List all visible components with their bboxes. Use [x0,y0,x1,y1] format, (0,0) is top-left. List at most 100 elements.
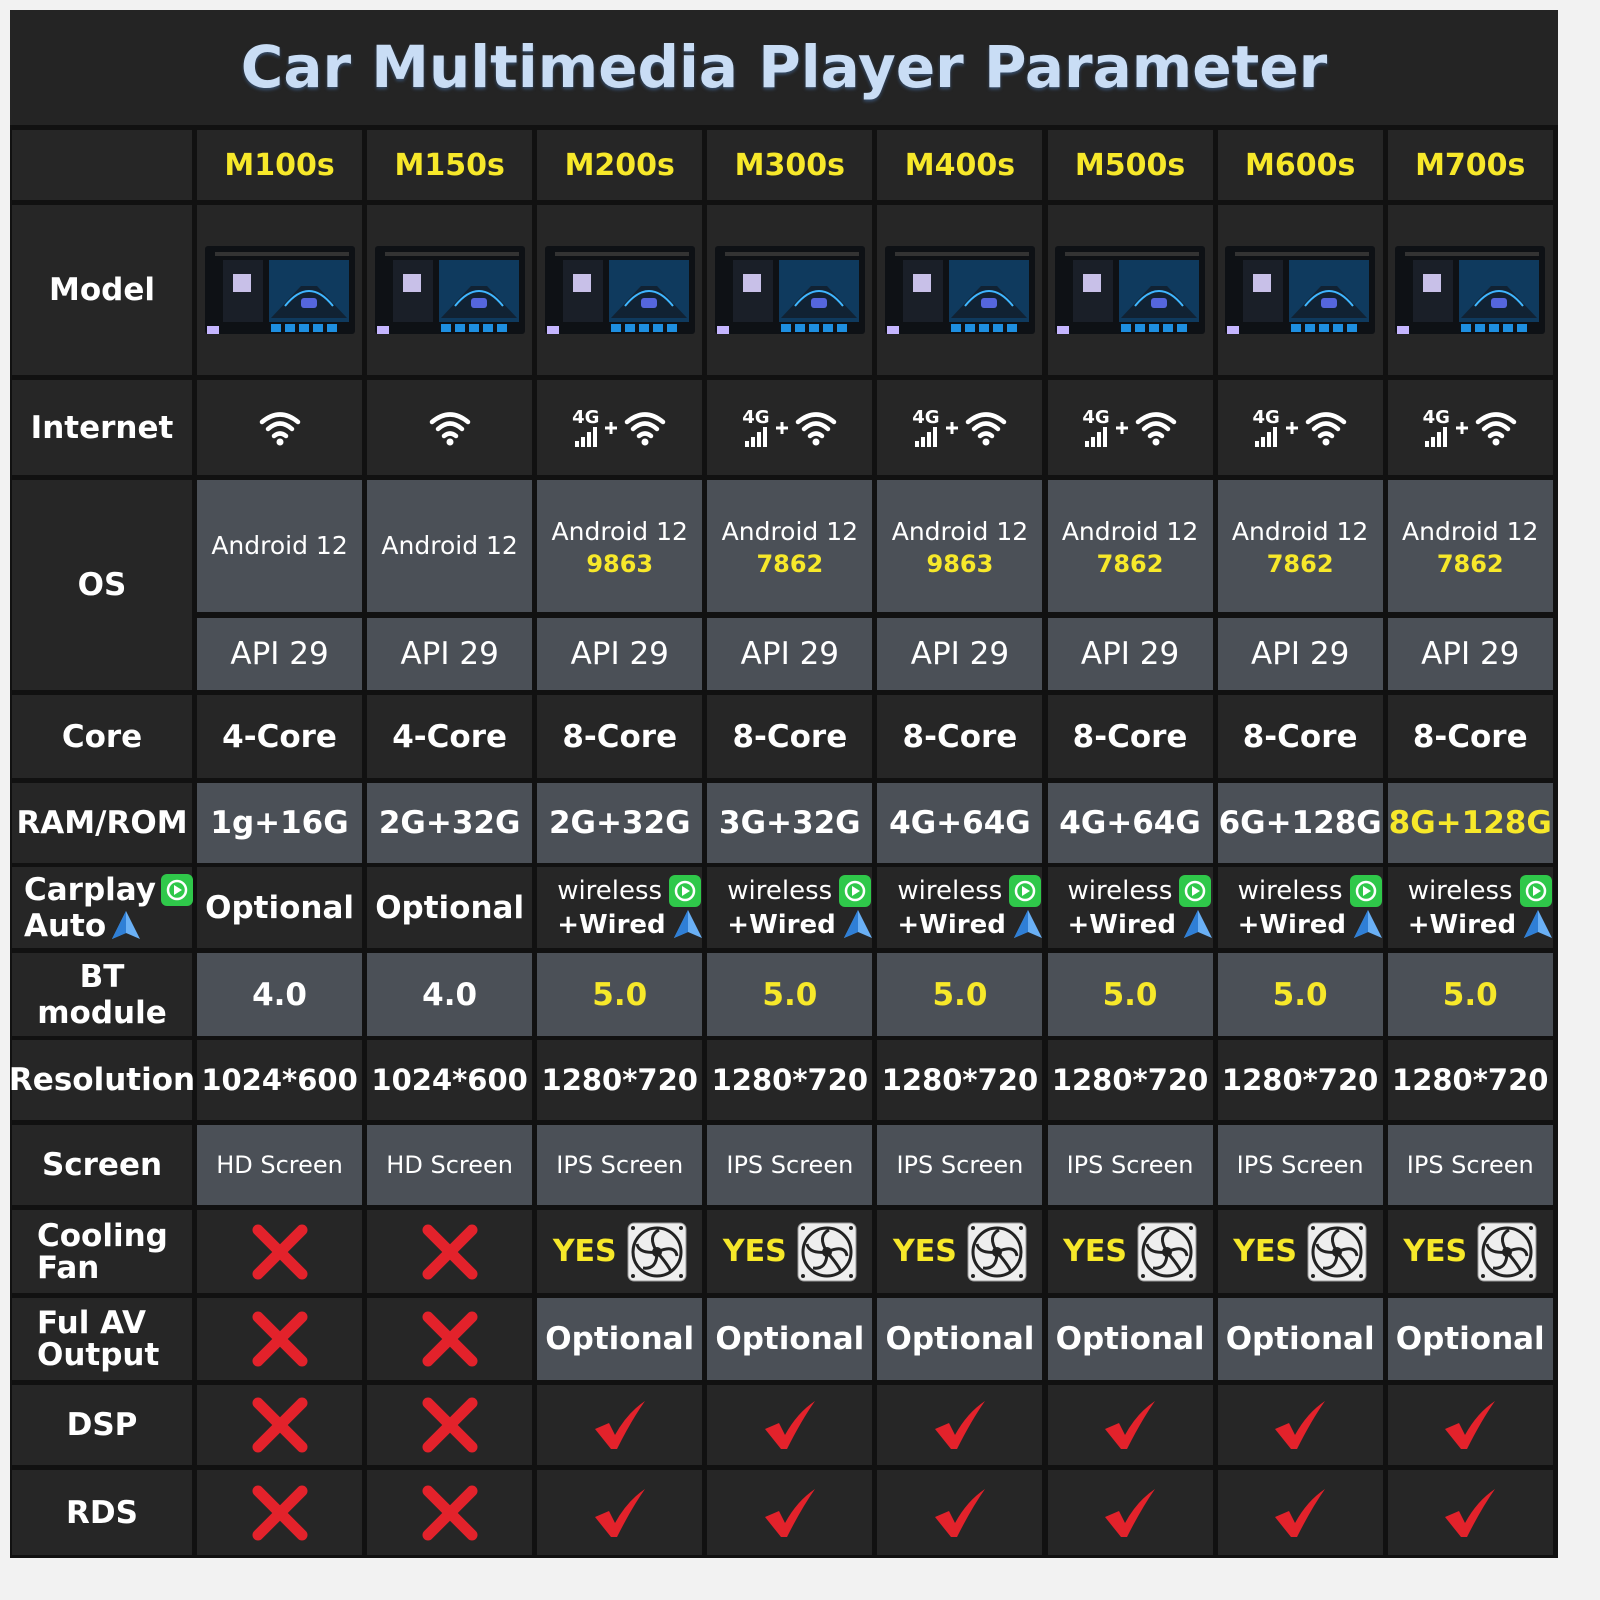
column-header: M400s [877,130,1043,200]
value-cell: Optional [1217,1298,1383,1380]
network-4g: 4G [1423,408,1450,447]
value-cell: 4G [537,380,703,475]
check-icon [591,1487,649,1539]
value-cell: 1280*720 [537,1040,703,1120]
value-cell: 1280*720 [877,1040,1043,1120]
value-cell: IPS Screen [1047,1125,1213,1205]
cell-text: 4.0 [422,976,478,1013]
fan-cell: YES [723,1222,857,1282]
row-label: DSP [12,1385,192,1465]
value-cell: wireless +Wired [537,867,703,948]
cell-text: 2G+32G [378,805,521,841]
model-name: M500s [1074,147,1186,183]
network-4g: 4G [742,408,770,447]
api-cell: API 29 [367,618,533,690]
cross-icon [250,1483,310,1543]
carplay-line: wireless [1238,874,1383,908]
network: 4G [1423,408,1518,448]
value-cell: YES [707,1210,873,1293]
value-cell: 4G [1047,380,1213,475]
cell-text: Optional [715,1321,865,1357]
fan-text: YES [722,1234,787,1269]
cell-text: 8-Core [1072,718,1188,755]
cell-text: 1280*720 [881,1063,1039,1097]
product-image [884,246,1035,334]
row-label: OS [12,480,192,690]
os-name: Android 12 [1231,517,1369,546]
carplay-line: +Wired [1068,908,1216,942]
value-cell: Optional [1047,1298,1213,1380]
wifi-icon [258,408,302,448]
cell-text: Optional [1225,1321,1375,1357]
android-auto-icon [1522,908,1556,942]
value-cell: YES [877,1210,1043,1293]
cross-icon [250,1395,310,1455]
badge-4g: 4G [1082,406,1110,428]
cell-text: 8-Core [732,718,848,755]
value-cell: 8-Core [707,695,873,778]
value-cell: wireless +Wired [1387,867,1556,948]
os-name: Android 12 [721,517,859,546]
carplay-icon [1178,874,1212,908]
value-cell [877,1385,1043,1465]
value-cell [1217,1385,1383,1465]
carplay-line: +Wired [1408,908,1556,942]
os-name: Android 12 [1061,517,1199,546]
fan-icon [627,1222,687,1282]
wifi-icon [1304,408,1348,448]
value-cell: 4G [877,380,1043,475]
check-icon [1271,1399,1329,1451]
network: 4G [1082,408,1177,448]
api: API 29 [1421,636,1520,672]
title: Car Multimedia Player Parameter [10,10,1558,125]
cell-text: Optional [1055,1321,1205,1357]
value-cell: 4-Core [367,695,533,778]
value-cell: 5.0 [1387,953,1553,1036]
check-icon [761,1487,819,1539]
cell-text: 8-Core [902,718,1018,755]
value-cell [1387,205,1553,375]
value-cell: Optional [537,1298,703,1380]
column-header: M200s [537,130,703,200]
value-cell: Optional [707,1298,873,1380]
value-cell: IPS Screen [877,1125,1043,1205]
cell-text: Optional [545,1321,695,1357]
value-cell [1047,205,1213,375]
cell-text: 8-Core [562,718,678,755]
value-cell: Optional [367,867,533,948]
value-cell: 1280*720 [1047,1040,1213,1120]
check-icon [1101,1487,1159,1539]
value-cell: Optional [877,1298,1043,1380]
label-text: DSP [66,1407,138,1443]
product-image [1225,246,1376,334]
cross-icon [420,1222,480,1282]
os-cell: Android 12 7862 [1387,480,1553,612]
product-image [544,246,695,334]
cell-text: Optional [1395,1321,1545,1357]
carplay-icon [1349,874,1383,908]
value-cell [367,1210,533,1293]
column-header: M150s [367,130,533,200]
os-cell: Android 12 9863 [537,480,703,612]
os-cell: Android 12 7862 [707,480,873,612]
carplay-text: +Wired [727,909,836,940]
value-cell: YES [1217,1210,1383,1293]
value-cell [1217,1470,1383,1555]
carplay-text: +Wired [1407,909,1517,940]
value-cell [707,205,873,375]
signal-bars [1255,426,1278,447]
value-cell: 2G+32G [367,783,533,863]
os-name: Android 12 [211,531,348,560]
fan-cell: YES [1063,1222,1197,1282]
value-cell: 4-Core [197,695,363,778]
os-name: Android 12 [551,517,688,546]
network: 4G [572,408,667,448]
label-text: RAM/ROM [16,805,188,841]
value-cell: 1280*720 [707,1040,873,1120]
cell-text: 1g+16G [210,805,349,841]
carplay-icon [838,874,872,908]
chip: 7862 [756,550,824,578]
plus-sign [605,421,618,434]
cell-text: 2G+32G [548,805,691,841]
value-cell: wireless +Wired [877,867,1043,948]
